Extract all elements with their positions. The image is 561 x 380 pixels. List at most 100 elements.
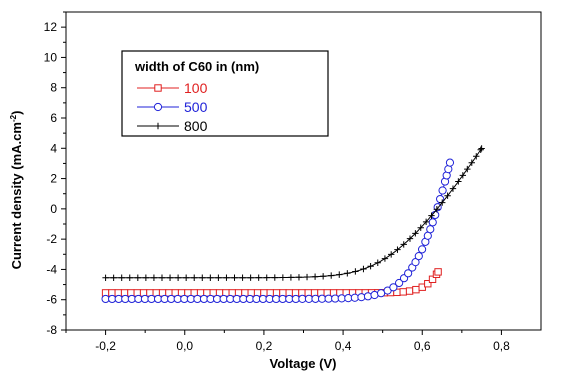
data-point <box>433 206 441 213</box>
data-point <box>404 269 413 278</box>
y-tick-label: 10 <box>44 50 58 64</box>
x-axis-label: Voltage (V) <box>270 356 337 371</box>
x-tick-label: 0,4 <box>335 339 352 353</box>
data-point <box>295 274 303 281</box>
x-tick-label: 0,6 <box>414 339 431 353</box>
legend-title: width of C60 in (nm) <box>134 59 259 74</box>
legend-marker <box>154 122 162 130</box>
data-point <box>426 225 435 234</box>
legend-label: 800 <box>184 118 208 134</box>
data-point <box>449 185 457 192</box>
x-tick-label: 0,8 <box>493 339 510 353</box>
data-point <box>271 274 279 281</box>
data-point <box>247 274 254 281</box>
data-point <box>287 274 295 281</box>
data-point <box>439 199 446 206</box>
data-point <box>352 268 359 275</box>
data-point <box>434 268 442 276</box>
data-point <box>422 218 430 226</box>
y-tick-label: -6 <box>46 293 57 307</box>
data-point <box>367 263 374 270</box>
data-point <box>389 283 398 292</box>
data-point <box>394 246 401 253</box>
data-point <box>414 252 423 261</box>
y-axis-label: Current density (mA.cm-2) <box>9 111 24 270</box>
data-point <box>444 192 451 199</box>
data-point <box>319 273 327 280</box>
data-point <box>473 153 480 160</box>
data-point <box>428 212 435 219</box>
data-point <box>406 235 414 242</box>
legend-box <box>121 50 329 137</box>
data-point <box>328 272 335 279</box>
legend-label: 100 <box>184 80 208 96</box>
data-point <box>336 271 343 278</box>
series-800 <box>102 145 485 281</box>
data-point <box>357 293 366 302</box>
y-axis-label-exponent: -2 <box>9 114 18 122</box>
data-point <box>400 241 407 248</box>
y-tick-label: 4 <box>50 141 57 155</box>
legend-marker <box>154 84 162 92</box>
data-point <box>477 146 484 153</box>
data-point <box>215 274 222 281</box>
x-axis-ticks: -0,2 0,0 0,2 0,4 0,6 0,8 <box>65 330 510 353</box>
data-point <box>118 274 125 281</box>
data-point <box>344 270 351 277</box>
data-point <box>182 274 190 281</box>
data-point <box>134 274 142 281</box>
data-point <box>360 265 367 273</box>
data-point <box>199 274 206 281</box>
data-point <box>263 274 270 281</box>
data-point <box>428 218 437 227</box>
y-axis-ticks: -8 -6 -4 -2 0 2 4 6 8 10 12 <box>44 11 66 337</box>
legend-entries: 100 500 800 <box>137 80 208 134</box>
data-point <box>374 259 381 266</box>
data-point <box>150 274 158 281</box>
data-point <box>223 274 230 281</box>
legend-entry-500: 500 <box>137 99 208 115</box>
data-point <box>303 273 311 281</box>
y-tick-label: 2 <box>50 172 57 186</box>
data-point <box>464 165 471 173</box>
data-point <box>102 274 109 281</box>
legend: width of C60 in (nm) 100 500 800 <box>121 50 329 137</box>
data-point <box>412 285 420 294</box>
data-point <box>231 274 238 281</box>
y-axis-label-main: Current density (mA.cm <box>9 122 24 269</box>
data-point <box>255 274 262 281</box>
data-point <box>191 274 198 281</box>
y-tick-label: 0 <box>50 202 57 216</box>
data-point <box>110 274 117 281</box>
data-point <box>405 287 414 295</box>
legend-entry-800: 800 <box>137 118 208 134</box>
y-tick-label: -2 <box>46 232 57 246</box>
data-point <box>468 159 475 166</box>
data-point <box>428 275 437 283</box>
data-point <box>311 273 319 280</box>
data-point <box>279 274 287 281</box>
data-point <box>445 158 455 167</box>
data-point <box>166 274 174 281</box>
legend-marker <box>153 102 163 112</box>
data-point <box>424 280 432 288</box>
y-tick-label: -8 <box>46 323 57 337</box>
x-tick-label: 0,2 <box>256 339 273 353</box>
data-point <box>381 255 389 262</box>
y-tick-label: -4 <box>46 262 57 276</box>
data-point <box>239 274 246 281</box>
data-point <box>412 230 419 237</box>
data-point <box>455 178 462 185</box>
data-point <box>417 224 424 231</box>
data-point <box>174 274 182 281</box>
data-point <box>399 288 407 296</box>
x-tick-label: 0,0 <box>176 339 193 353</box>
series-layer <box>101 145 485 304</box>
series-line <box>105 148 483 279</box>
data-point <box>459 172 467 179</box>
data-point <box>207 274 214 281</box>
series-line <box>105 162 451 300</box>
data-point <box>478 145 485 152</box>
data-point <box>126 274 133 281</box>
